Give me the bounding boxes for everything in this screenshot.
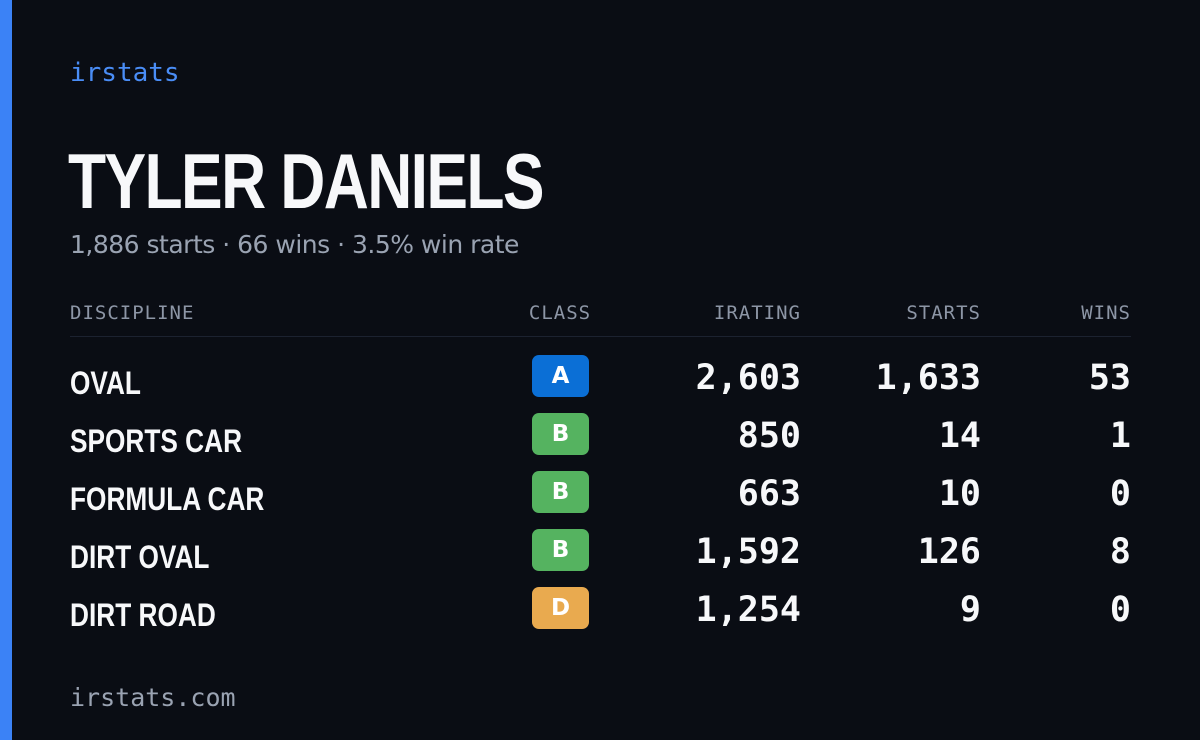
header-class: CLASS (528, 302, 592, 324)
table-header: DISCIPLINE CLASS IRATING STARTS WINS (70, 296, 1131, 337)
brand-logo: irstats (70, 58, 180, 88)
header-irating: IRATING (713, 302, 801, 324)
discipline-name: FORMULA CAR (70, 481, 265, 517)
table-row: FORMULA CAR B 663 10 0 (70, 453, 1131, 517)
starts-value: 10 (938, 474, 981, 514)
irating-value: 850 (737, 416, 801, 456)
table-row: SPORTS CAR B 850 14 1 (70, 395, 1131, 459)
driver-name: TYLER DANIELS (68, 137, 545, 225)
wins-value: 8 (1109, 532, 1131, 572)
class-badge: D (532, 587, 589, 629)
starts-value: 9 (959, 590, 981, 630)
discipline-name: DIRT OVAL (70, 539, 210, 575)
header-wins: WINS (1081, 302, 1131, 324)
class-badge: B (532, 413, 589, 455)
discipline-name: SPORTS CAR (70, 423, 243, 459)
stats-table: DISCIPLINE CLASS IRATING STARTS WINS OVA… (70, 296, 1131, 633)
discipline-name: DIRT ROAD (70, 597, 216, 633)
discipline-name: OVAL (70, 365, 141, 401)
header-discipline: DISCIPLINE (70, 302, 195, 324)
wins-value: 0 (1109, 590, 1131, 630)
irating-value: 663 (737, 474, 801, 514)
starts-value: 14 (938, 416, 981, 456)
header-starts: STARTS (906, 302, 981, 324)
starts-value: 1,633 (875, 358, 981, 398)
irating-value: 1,254 (695, 590, 801, 630)
wins-value: 53 (1088, 358, 1131, 398)
driver-summary: 1,886 starts · 66 wins · 3.5% win rate (70, 230, 519, 259)
irating-value: 1,592 (695, 532, 801, 572)
class-badge: B (532, 529, 589, 571)
table-body: OVAL A 2,603 1,633 53 SPORTS CAR B 850 1… (70, 337, 1131, 633)
wins-value: 1 (1109, 416, 1131, 456)
table-row: OVAL A 2,603 1,633 53 (70, 337, 1131, 401)
irating-value: 2,603 (695, 358, 801, 398)
table-row: DIRT OVAL B 1,592 126 8 (70, 511, 1131, 575)
accent-bar (0, 0, 12, 740)
starts-value: 126 (917, 532, 981, 572)
class-badge: A (532, 355, 589, 397)
wins-value: 0 (1109, 474, 1131, 514)
class-badge: B (532, 471, 589, 513)
footer-url[interactable]: irstats.com (70, 683, 236, 712)
table-row: DIRT ROAD D 1,254 9 0 (70, 569, 1131, 633)
